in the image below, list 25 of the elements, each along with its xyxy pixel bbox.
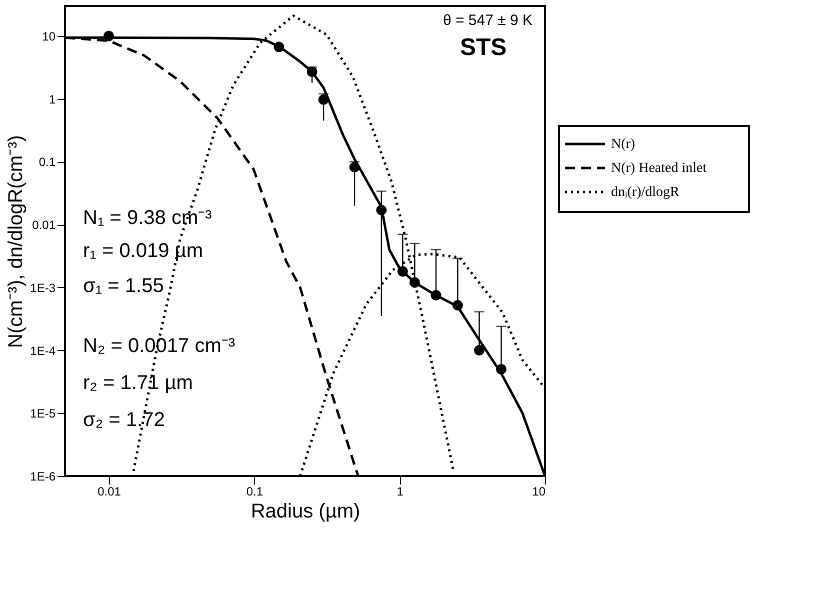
annotation: σ₁ = 1.55 <box>83 275 164 297</box>
y-tick-label: 10 <box>42 29 56 44</box>
x-axis-title: Radius (µm) <box>250 500 360 522</box>
y-tick-label: 1E-3 <box>30 280 56 295</box>
annotation: STS <box>460 34 507 61</box>
x-tick-label: 10 <box>532 484 546 498</box>
x-tick-label: 1 <box>396 484 404 498</box>
y-tick-label: 0.1 <box>38 155 56 170</box>
annotation: r₂ = 1.71 µm <box>83 372 193 394</box>
annotation: N₂ = 0.0017 cm⁻³ <box>83 335 236 357</box>
x-tick-label: 0.1 <box>246 484 264 498</box>
y-tick-label: 1E-4 <box>30 344 56 358</box>
y-tick-label: 1E-6 <box>30 470 56 484</box>
x-tick-label: 0.01 <box>98 484 122 498</box>
legend-label: dnᵢ(r)/dlogR <box>611 185 680 200</box>
y-tick-label: 1E-5 <box>30 406 56 421</box>
legend-label: N(r) <box>611 137 636 152</box>
annotation: N₁ = 9.38 cm⁻³ <box>83 207 212 229</box>
y-tick-label: 1 <box>48 92 56 106</box>
y-axis-title: N(cm⁻³), dn/dlogR(cm⁻³) <box>5 135 28 348</box>
y-tick-label: 0.01 <box>32 218 56 232</box>
annotation: σ₂ = 1.72 <box>83 409 165 431</box>
annotation: θ = 547 ± 9 K <box>443 12 533 29</box>
annotation: r₁ = 0.019 µm <box>83 240 203 262</box>
legend-label: N(r) Heated inlet <box>611 161 707 176</box>
